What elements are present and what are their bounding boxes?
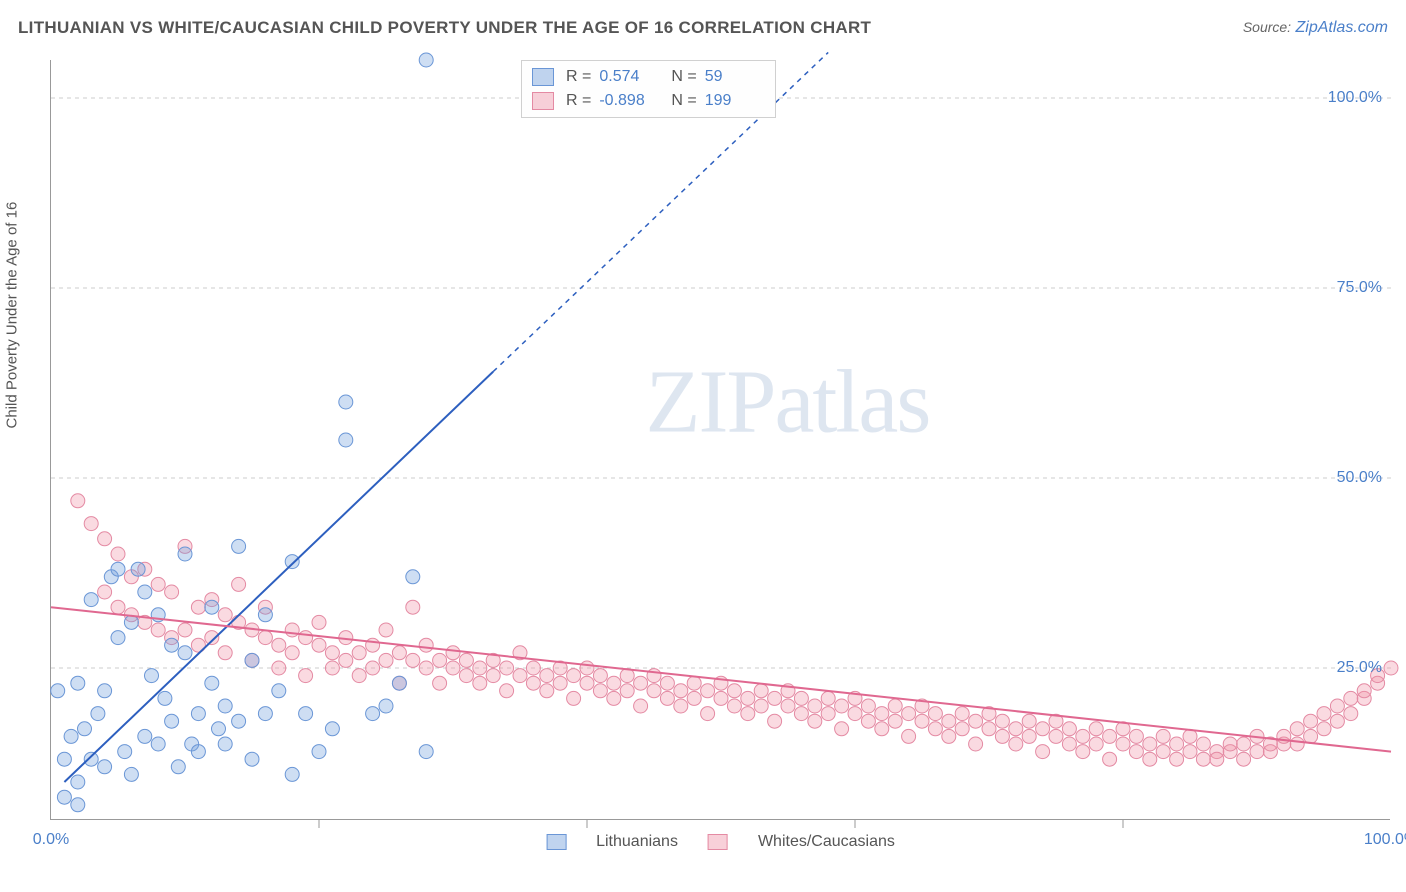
y-tick-label: 25.0% (1337, 659, 1382, 677)
stats-legend: R = 0.574 N = 59 R = -0.898 N = 199 (521, 60, 776, 118)
legend-swatch-pink (708, 834, 728, 850)
source-link[interactable]: ZipAtlas.com (1296, 19, 1388, 36)
swatch-blue (532, 68, 554, 86)
legend-label-blue: Lithuanians (596, 833, 678, 851)
chart-title: LITHUANIAN VS WHITE/CAUCASIAN CHILD POVE… (18, 18, 871, 38)
x-tick-label: 100.0% (1364, 831, 1406, 849)
y-axis-label: Child Poverty Under the Age of 16 (4, 202, 21, 429)
chart-plot-area: ZIPatlas 25.0%50.0%75.0%100.0% 0.0%100.0… (50, 60, 1390, 820)
chart-source: Source: ZipAtlas.com (1243, 19, 1388, 37)
y-tick-label: 100.0% (1328, 89, 1382, 107)
legend-swatch-blue (546, 834, 566, 850)
x-tick-label: 0.0% (33, 831, 69, 849)
legend-label-pink: Whites/Caucasians (758, 833, 895, 851)
source-label: Source: (1243, 19, 1291, 35)
y-tick-label: 75.0% (1337, 279, 1382, 297)
r-value-blue: 0.574 (599, 65, 659, 89)
y-tick-label: 50.0% (1337, 469, 1382, 487)
n-value-pink: 199 (705, 89, 765, 113)
n-value-blue: 59 (705, 65, 765, 89)
stats-row-blue: R = 0.574 N = 59 (532, 65, 765, 89)
chart-header: LITHUANIAN VS WHITE/CAUCASIAN CHILD POVE… (18, 18, 1388, 38)
stats-row-pink: R = -0.898 N = 199 (532, 89, 765, 113)
series-legend: Lithuanians Whites/Caucasians (546, 833, 895, 851)
scatter-svg (51, 60, 1390, 819)
swatch-pink (532, 92, 554, 110)
r-value-pink: -0.898 (599, 89, 659, 113)
